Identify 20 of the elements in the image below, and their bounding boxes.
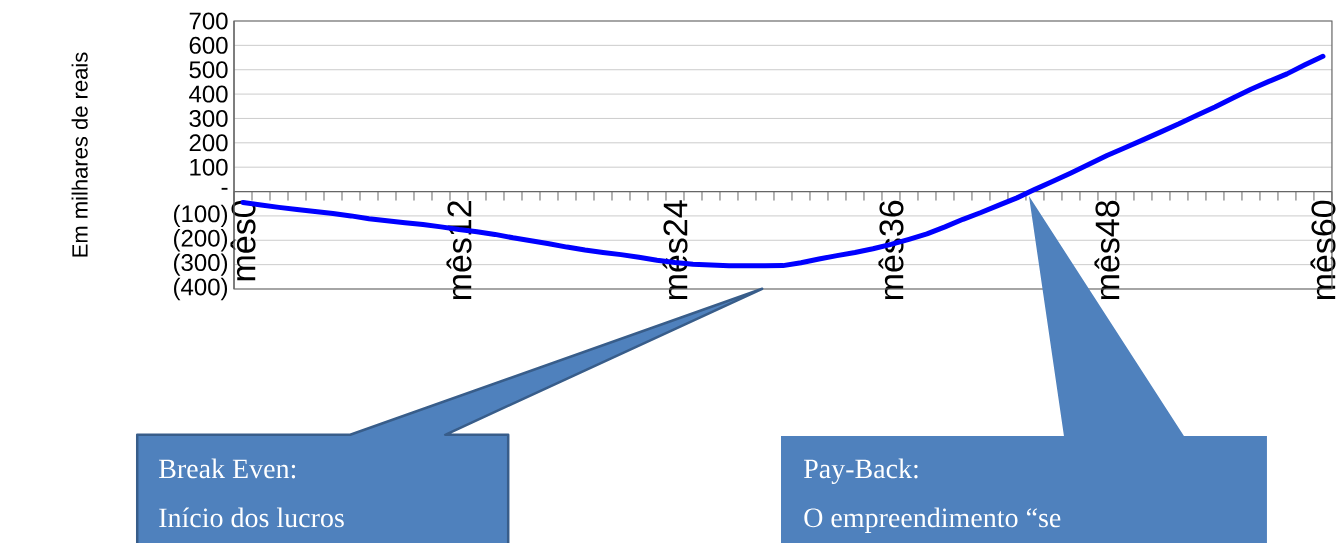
x-tick-label: mês48 [1094, 200, 1120, 300]
y-tick-label: (400) [174, 277, 228, 301]
y-tick-label: (100) [174, 204, 228, 228]
y-tick-label: 300 [189, 109, 228, 127]
y-tick-label: 700 [189, 12, 228, 30]
y-tick-label: (200) [174, 229, 228, 252]
y-tick-label: 600 [189, 36, 228, 54]
y-axis-title: Em milhares de reais [71, 52, 88, 257]
y-tick-label: (300) [174, 253, 228, 276]
text: Break Even: [159, 458, 296, 479]
y-tick-label: 100 [190, 158, 228, 176]
x-tick-label: mês60 [1310, 200, 1336, 300]
y-tick-label: 200 [189, 134, 228, 152]
y-tick-label: - [221, 187, 228, 190]
text: O empreendimento “se [804, 507, 1061, 533]
x-tick-label: mês36 [878, 200, 904, 300]
y-tick-label: 500 [189, 61, 228, 79]
y-tick-label: 400 [189, 85, 228, 103]
text: Início dos lucros [159, 507, 344, 528]
text: Pay-Back: [804, 458, 918, 485]
